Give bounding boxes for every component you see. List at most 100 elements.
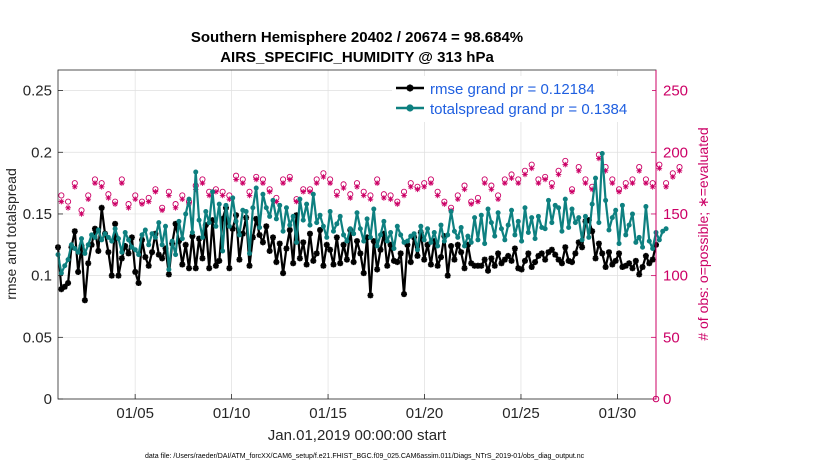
spread-point <box>206 220 212 226</box>
chart-title-line1: Southern Hemisphere 20402 / 20674 = 98.6… <box>191 29 523 46</box>
rmse-point <box>270 234 277 241</box>
rmse-point <box>280 270 287 277</box>
obs-evaluated-point <box>92 180 98 186</box>
rmse-point <box>384 262 391 269</box>
rmse-point <box>206 265 213 272</box>
spread-point <box>213 223 219 229</box>
obs-evaluated-point <box>649 184 656 190</box>
spread-point <box>347 226 353 232</box>
obs-evaluated-point <box>434 192 441 199</box>
obs-evaluated-point <box>475 198 481 205</box>
rmse-point <box>81 297 88 304</box>
spread-point <box>79 236 85 242</box>
spread-point <box>173 252 179 258</box>
obs-evaluated-point <box>78 211 85 217</box>
rmse-point <box>565 257 572 264</box>
y-tick-label-right: 100 <box>663 268 688 285</box>
rmse-point <box>202 222 209 229</box>
rmse-point <box>528 264 535 271</box>
spread-point <box>99 237 105 243</box>
rmse-point <box>542 256 549 263</box>
spread-point <box>294 239 300 245</box>
rmse-point <box>639 264 646 271</box>
obs-evaluated-point <box>569 188 575 195</box>
obs-evaluated-point <box>125 204 132 211</box>
spread-point <box>95 227 101 233</box>
spread-point <box>519 238 525 244</box>
rmse-point <box>605 249 612 256</box>
rmse-point <box>592 255 599 262</box>
spread-point <box>626 222 632 228</box>
spread-point <box>451 228 457 234</box>
spread-point <box>515 218 521 224</box>
obs-evaluated-point <box>105 195 112 201</box>
y-axis-label-left: rmse and totalspread <box>3 168 19 300</box>
rmse-point <box>303 261 310 268</box>
obs-evaluated-point <box>152 188 159 195</box>
spread-line <box>56 152 667 275</box>
spread-point <box>656 237 662 243</box>
obs-evaluated-point <box>313 180 320 186</box>
obs-evaluated-point <box>206 192 212 199</box>
spread-point <box>619 202 625 208</box>
spread-point <box>650 246 656 252</box>
obs-evaluated-point <box>616 188 622 195</box>
rmse-point <box>175 238 182 245</box>
spread-point <box>569 206 575 212</box>
spread-point <box>126 237 132 243</box>
rmse-point <box>132 268 139 275</box>
rmse-point <box>511 245 518 252</box>
obs-evaluated-point <box>589 186 595 193</box>
spread-point <box>418 223 424 229</box>
spread-point <box>250 205 256 211</box>
spread-point <box>115 236 121 242</box>
spread-point <box>92 234 98 240</box>
rmse-point <box>431 238 438 245</box>
spread-point <box>317 212 323 218</box>
y-tick-label-left: 0.15 <box>23 206 52 223</box>
rmse-point <box>323 241 330 248</box>
spread-point <box>495 210 501 216</box>
spread-point <box>273 216 279 222</box>
spread-point <box>193 169 199 175</box>
rmse-point <box>485 267 492 274</box>
legend: rmse grand pr = 0.12184 totalspread gran… <box>392 76 652 122</box>
obs-evaluated-point <box>549 184 555 190</box>
rmse-point <box>548 246 555 253</box>
rmse-point <box>488 255 495 262</box>
obs-possible-point <box>65 198 72 205</box>
obs-evaluated-point <box>656 165 663 172</box>
obs-evaluated-point <box>488 186 495 193</box>
spread-point <box>297 196 303 202</box>
y-tick-label-left: 0 <box>44 391 52 408</box>
spread-point <box>532 236 538 242</box>
rmse-point <box>192 265 199 272</box>
rmse-point <box>444 272 451 279</box>
rmse-point <box>602 264 609 271</box>
obs-evaluated-point <box>199 180 206 186</box>
obs-evaluated-point <box>172 204 179 211</box>
spread-point <box>394 223 400 229</box>
spread-point <box>404 238 410 244</box>
obs-evaluated-point <box>535 180 542 186</box>
x-axis-label: Jan.01,2019 00:00:00 start <box>268 427 447 444</box>
rmse-point <box>585 217 592 224</box>
rmse-point <box>394 259 401 266</box>
obs-evaluated-point <box>300 188 307 195</box>
obs-evaluated-point <box>454 196 461 202</box>
legend-box <box>392 76 652 122</box>
rmse-point <box>330 261 337 268</box>
rmse-point <box>108 272 115 279</box>
obs-evaluated-point <box>528 165 535 172</box>
spread-point <box>139 232 145 238</box>
rmse-point <box>458 249 465 256</box>
rmse-point <box>300 239 307 246</box>
x-tick-label: 01/25 <box>502 405 540 422</box>
rmse-point <box>367 292 374 299</box>
spread-point <box>361 238 367 244</box>
spread-point <box>324 234 330 240</box>
rmse-point <box>88 241 95 248</box>
obs-evaluated-point <box>562 161 569 168</box>
spread-point <box>472 215 478 221</box>
rmse-point <box>283 245 290 252</box>
